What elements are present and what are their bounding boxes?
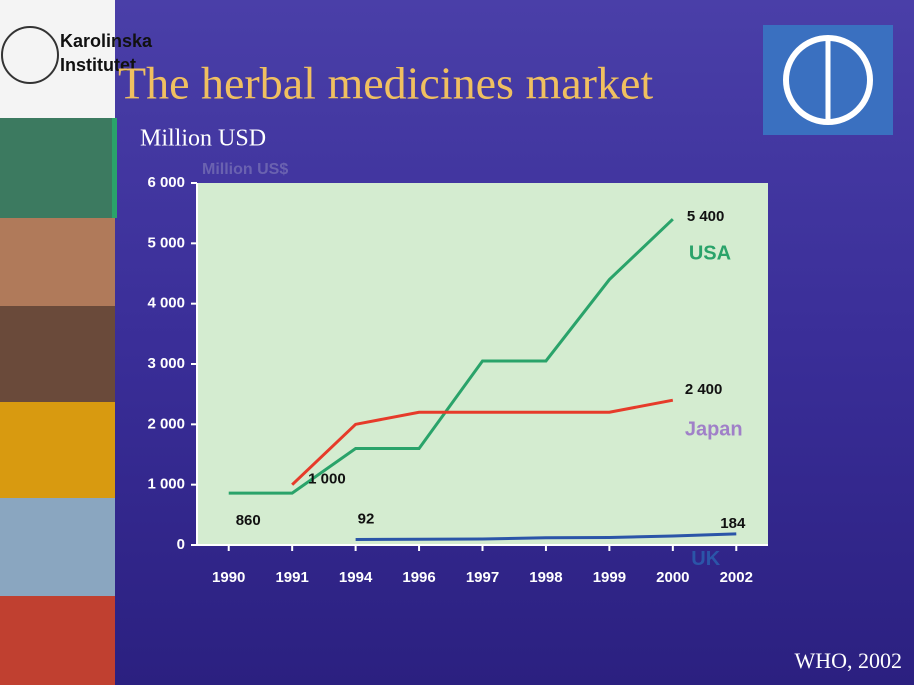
y-tick-label: 6 000 — [147, 174, 185, 191]
data-label: 5 400 — [687, 208, 725, 225]
data-label: 1 000 — [308, 471, 346, 488]
series-label: USA — [689, 242, 731, 264]
faint-axis-label: Million US$ — [202, 161, 288, 178]
x-tick-label: 2002 — [720, 569, 753, 586]
who-logo — [763, 25, 893, 135]
logo-seal — [1, 26, 59, 84]
x-tick-label: 1991 — [275, 569, 308, 586]
source: WHO, 2002 — [794, 648, 902, 673]
series-label: UK — [691, 548, 720, 570]
y-axis-label: Million USD — [140, 126, 266, 152]
x-tick-label: 1994 — [339, 569, 373, 586]
chart: 0 1 000 2 000 3 000 4 000 5 000 6 000 1990 1991 1… — [147, 174, 753, 586]
series-label: Japan — [685, 418, 743, 440]
x-tick-label: 1999 — [593, 569, 626, 586]
y-tick-label: 4 000 — [147, 295, 185, 312]
x-tick-label: 2000 — [656, 569, 689, 586]
y-tick-label: 0 — [177, 536, 185, 553]
x-tick-label: 1996 — [402, 569, 435, 586]
data-label: 184 — [720, 515, 746, 532]
photo-strip — [0, 0, 117, 685]
chart-title: The herbal medicines market — [118, 58, 653, 109]
y-tick-label: 2 000 — [147, 415, 185, 432]
data-label: 92 — [358, 510, 375, 527]
x-tick-label: 1990 — [212, 569, 245, 586]
data-label: 860 — [236, 512, 261, 529]
series-line — [228, 218, 674, 495]
logo-text: Institutet — [60, 55, 136, 75]
series-line — [291, 398, 674, 486]
series-line — [355, 532, 737, 541]
x-tick-label: 1998 — [529, 569, 562, 586]
data-label: 2 400 — [685, 381, 723, 398]
y-tick-label: 3 000 — [147, 355, 185, 372]
y-tick-label: 1 000 — [147, 476, 185, 493]
y-tick-label: 5 000 — [147, 234, 185, 251]
plot-area — [197, 183, 768, 545]
logo-text: Karolinska — [60, 31, 153, 51]
x-tick-label: 1997 — [466, 569, 499, 586]
